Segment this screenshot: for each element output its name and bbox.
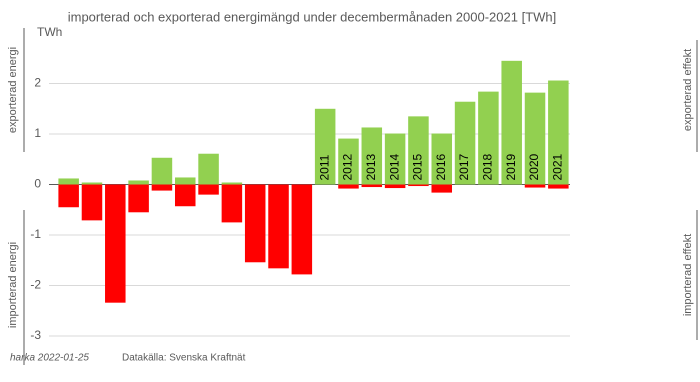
bar: [408, 184, 429, 187]
bar: [221, 184, 243, 223]
bar: [81, 182, 103, 185]
bar: [291, 184, 313, 275]
y-tick-label: TWh: [37, 25, 62, 39]
side-label: exporterad effekt: [682, 49, 694, 131]
bar: [244, 184, 266, 263]
bar: [221, 182, 243, 185]
y-tick-label: 0: [34, 177, 41, 191]
x-tick-label: 2016: [434, 154, 448, 181]
x-tick-label: 2019: [504, 154, 518, 181]
x-tick-label: 2018: [481, 154, 495, 181]
bar: [174, 177, 196, 185]
x-tick-label: 2020: [527, 154, 541, 181]
x-tick-label: 2012: [341, 154, 355, 181]
bar: [524, 184, 546, 188]
bar: [151, 157, 173, 185]
bar: [454, 101, 476, 185]
x-tick-label: 2014: [387, 154, 401, 181]
y-tick-label: -2: [30, 278, 41, 292]
y-tick-label: -3: [30, 328, 41, 342]
bar: [524, 92, 546, 185]
bar: [314, 108, 336, 185]
bar: [478, 91, 499, 185]
bar: [174, 184, 196, 207]
footer-author: harka 2022-01-25: [10, 353, 89, 364]
bar: [384, 133, 406, 185]
bar: [58, 184, 79, 208]
bar: [198, 184, 219, 195]
footer-source: Datakälla: Svenska Kraftnät: [122, 353, 246, 364]
x-tick-label: 2017: [457, 154, 471, 181]
y-tick-label: 1: [34, 126, 41, 140]
side-label: importerad energi: [7, 242, 19, 328]
bar: [268, 184, 289, 269]
bar: [548, 184, 569, 189]
bar: [128, 180, 149, 185]
bar: [431, 184, 453, 193]
bar: [384, 184, 406, 189]
bar: [58, 178, 79, 185]
bar: [548, 80, 569, 185]
y-tick-label: 2: [34, 76, 41, 90]
side-label: importerad effekt: [682, 234, 694, 316]
bar: [361, 184, 383, 188]
bar: [338, 138, 359, 185]
bar: [105, 184, 126, 303]
side-label: exporterad energi: [7, 47, 19, 133]
chart-title: importerad och exporterad energimängd un…: [68, 9, 557, 24]
bar: [501, 60, 522, 185]
x-tick-label: 2013: [364, 154, 378, 181]
bar: [361, 127, 383, 185]
bar: [431, 133, 453, 185]
y-tick-label: -1: [30, 227, 41, 241]
bar: [151, 184, 173, 191]
bar: [81, 184, 103, 221]
bar: [408, 116, 429, 185]
x-tick-label: 2021: [551, 154, 565, 181]
bar: [198, 153, 219, 185]
bar: [128, 184, 149, 213]
bar: [338, 184, 359, 189]
x-tick-label: 2011: [317, 154, 331, 180]
x-tick-label: 2015: [411, 154, 425, 181]
